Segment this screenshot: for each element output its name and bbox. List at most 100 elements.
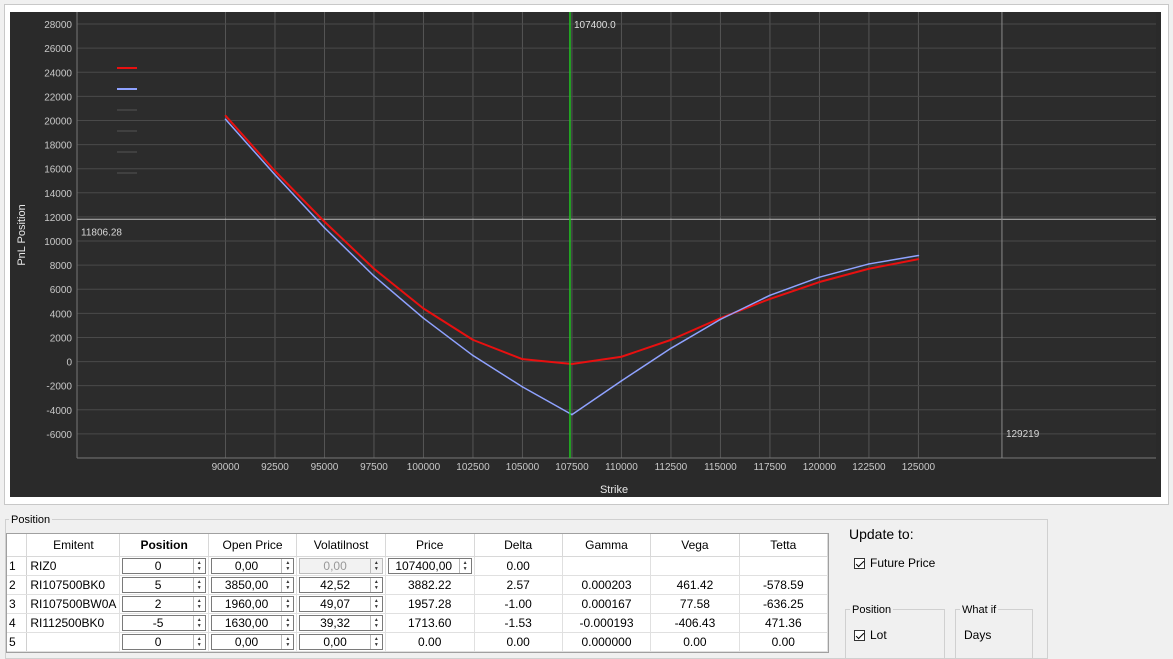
col-header-open-price[interactable]: Open Price xyxy=(208,534,298,557)
spin-arrows-icon[interactable]: ▲ ▼ xyxy=(281,616,293,630)
price-cell: 1713.60 xyxy=(385,613,475,633)
lot-check-icon xyxy=(854,630,865,642)
y-tick-label: 18000 xyxy=(44,141,72,152)
table-row[interactable]: 5 0 ▲ ▼ 0,00 ▲ ▼ 0,00 ▲ ▼ 0.00 0.00 0.000000 0.00 0.00 xyxy=(7,632,828,652)
series-point xyxy=(620,355,623,358)
x-tick-label: 105000 xyxy=(506,462,540,473)
col-header-gamma[interactable]: Gamma xyxy=(562,534,652,557)
position-spinbox[interactable]: 0 ▲ ▼ xyxy=(122,634,206,650)
vega-cell: 77.58 xyxy=(650,594,740,614)
emitent-cell[interactable]: RI112500BK0 xyxy=(26,613,121,633)
volatilnost-spinbox[interactable]: 42,52 ▲ ▼ xyxy=(299,577,383,593)
y-tick-label: 14000 xyxy=(44,189,72,200)
future-price-checkbox[interactable]: Future Price xyxy=(854,556,935,570)
spin-arrows-icon[interactable]: ▲ ▼ xyxy=(369,616,382,630)
col-header-position[interactable]: Position xyxy=(119,534,209,557)
emitent-cell[interactable]: RI107500BW0A xyxy=(26,594,121,614)
col-header-delta[interactable]: Delta xyxy=(474,534,563,557)
col-header-volatilnost[interactable]: Volatilnost xyxy=(296,534,386,557)
position-spinbox[interactable]: -5 ▲ ▼ xyxy=(122,615,206,631)
spin-arrows-icon[interactable]: ▲ ▼ xyxy=(458,559,471,573)
position-cell[interactable]: 0 ▲ ▼ xyxy=(119,556,209,576)
table-row[interactable]: 3 RI107500BW0A 2 ▲ ▼ 1960,00 ▲ ▼ 49,07 ▲ ▼ 1957.28-… xyxy=(7,594,828,614)
col-header-tetta[interactable]: Tetta xyxy=(739,534,828,557)
spin-arrows-icon[interactable]: ▲ ▼ xyxy=(281,578,293,592)
spin-arrows-icon[interactable]: ▲ ▼ xyxy=(281,635,293,649)
volatilnost-spinbox[interactable]: 49,07 ▲ ▼ xyxy=(299,596,383,612)
gamma-cell: 0.000167 xyxy=(562,594,652,614)
series-point xyxy=(571,363,573,365)
position-spinbox[interactable]: 0 ▲ ▼ xyxy=(122,558,206,574)
spin-arrows-icon[interactable]: ▲ ▼ xyxy=(281,559,293,573)
position-spinbox[interactable]: 2 ▲ ▼ xyxy=(122,596,206,612)
current-price-label: 107400.0 xyxy=(574,20,616,31)
volatilnost-spinbox[interactable]: 39,32 ▲ ▼ xyxy=(299,615,383,631)
price-cell[interactable]: 107400,00 ▲ ▼ xyxy=(385,556,475,576)
open-price-spinbox[interactable]: 0,00 ▲ ▼ xyxy=(210,558,295,574)
pnl-chart[interactable]: 90000 92500 95000 97500 100000 102500 105000 10… xyxy=(10,12,1161,497)
position-cell[interactable]: 2 ▲ ▼ xyxy=(119,594,209,614)
price-cell: 0.00 xyxy=(385,632,475,652)
open-price-cell[interactable]: 3850,00 ▲ ▼ xyxy=(208,575,298,595)
volatilnost-cell[interactable]: 39,32 ▲ ▼ xyxy=(296,613,386,633)
volatilnost-spinbox[interactable]: 0,00 ▲ ▼ xyxy=(299,634,383,650)
lot-checkbox[interactable]: Lot xyxy=(854,628,887,642)
open-price-cell[interactable]: 1960,00 ▲ ▼ xyxy=(208,594,298,614)
volatilnost-cell[interactable]: 0,00 ▲ ▼ xyxy=(296,556,386,576)
open-price-spinbox[interactable]: 0,00 ▲ ▼ xyxy=(210,634,295,650)
table-row[interactable]: 2 RI107500BK0 5 ▲ ▼ 3850,00 ▲ ▼ 42,52 ▲ ▼ 3882.22 2.… xyxy=(7,575,828,595)
x-tick-label: 120000 xyxy=(803,462,837,473)
x-tick-label: 102500 xyxy=(456,462,490,473)
open-price-spinbox[interactable]: 3850,00 ▲ ▼ xyxy=(210,577,295,593)
series-point xyxy=(323,226,326,229)
series-point xyxy=(917,258,920,260)
spin-arrows-icon[interactable]: ▲ ▼ xyxy=(192,635,205,649)
x-tick-label: 112500 xyxy=(655,462,688,473)
volatilnost-cell[interactable]: 42,52 ▲ ▼ xyxy=(296,575,386,595)
series-point xyxy=(373,267,375,270)
volatilnost-cell[interactable]: 49,07 ▲ ▼ xyxy=(296,594,386,614)
col-header-emitent[interactable]: Emitent xyxy=(26,534,121,557)
spin-arrows-icon[interactable]: ▲ ▼ xyxy=(369,597,382,611)
volatilnost-cell[interactable]: 0,00 ▲ ▼ xyxy=(296,632,386,652)
position-grid[interactable]: Emitent Position Open Price Volatilnost … xyxy=(6,533,829,653)
spin-arrows-icon[interactable]: ▲ ▼ xyxy=(281,597,293,611)
open-price-cell[interactable]: 0,00 ▲ ▼ xyxy=(208,556,298,576)
series-point xyxy=(274,170,276,172)
x-tick-label: 107500 xyxy=(555,462,589,473)
open-price-cell[interactable]: 0,00 ▲ ▼ xyxy=(208,632,298,652)
series-point xyxy=(224,118,227,121)
open-price-spinbox[interactable]: 1960,00 ▲ ▼ xyxy=(210,596,295,612)
spin-arrows-icon[interactable]: ▲ ▼ xyxy=(369,635,382,649)
open-price-spinbox[interactable]: 1630,00 ▲ ▼ xyxy=(210,615,295,631)
series-point xyxy=(818,281,821,283)
series-point xyxy=(868,263,870,265)
position-cell[interactable]: 0 ▲ ▼ xyxy=(119,632,209,652)
col-header-vega[interactable]: Vega xyxy=(650,534,740,557)
spin-arrows-icon[interactable]: ▲ ▼ xyxy=(192,578,205,592)
col-header-price[interactable]: Price xyxy=(385,534,475,557)
spin-arrows-icon[interactable]: ▲ ▼ xyxy=(192,616,205,630)
open-price-cell[interactable]: 1630,00 ▲ ▼ xyxy=(208,613,298,633)
table-row[interactable]: 4 RI112500BK0 -5 ▲ ▼ 1630,00 ▲ ▼ 39,32 ▲ ▼ 1713.60-… xyxy=(7,613,828,633)
series-point xyxy=(719,318,722,321)
x-tick-label: 97500 xyxy=(360,462,388,473)
spin-arrows-icon[interactable]: ▲ ▼ xyxy=(192,559,205,573)
spin-arrows-icon[interactable]: ▲ ▼ xyxy=(192,597,205,611)
price-spinbox[interactable]: 107400,00 ▲ ▼ xyxy=(387,558,472,574)
emitent-cell[interactable]: RI107500BK0 xyxy=(26,575,121,595)
y-tick-label: 16000 xyxy=(44,165,72,176)
x-tick-label: 117500 xyxy=(754,462,787,473)
series-point xyxy=(868,267,870,270)
gamma-cell: 0.000000 xyxy=(562,632,652,652)
table-row[interactable]: 1 RIZ0 0 ▲ ▼ 0,00 ▲ ▼ 0,00 ▲ ▼ 107400,00 ▲ ▼ 0.00 xyxy=(7,556,828,576)
series-point xyxy=(571,413,573,416)
series-point xyxy=(769,294,771,297)
y-tick-label: 2000 xyxy=(50,333,73,344)
position-cell[interactable]: -5 ▲ ▼ xyxy=(119,613,209,633)
emitent-cell[interactable] xyxy=(26,632,121,652)
spin-arrows-icon[interactable]: ▲ ▼ xyxy=(369,578,382,592)
position-spinbox[interactable]: 5 ▲ ▼ xyxy=(122,577,206,593)
position-cell[interactable]: 5 ▲ ▼ xyxy=(119,575,209,595)
emitent-cell[interactable]: RIZ0 xyxy=(26,556,121,576)
